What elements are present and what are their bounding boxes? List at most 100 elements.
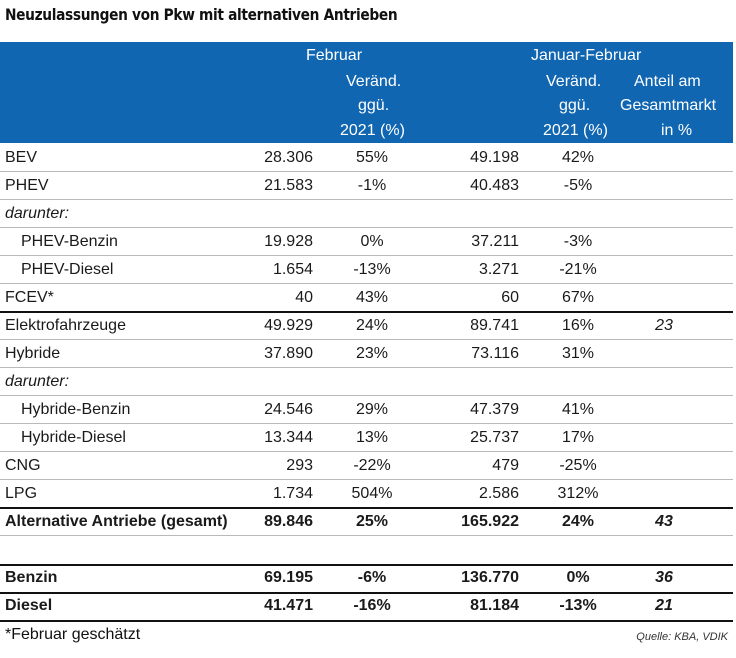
source-note: Quelle: KBA, VDIK [636, 631, 728, 643]
table-row: FCEV* 40 43% 60 67% [0, 284, 733, 312]
row-label: Benzin [5, 569, 58, 586]
header-share-line2: Gesamtmarkt [620, 97, 717, 114]
cell-market-share: 36 [655, 569, 673, 586]
cell-feb-count: 293 [286, 457, 313, 474]
cell-jf-change: 41% [561, 401, 595, 418]
cell-jf-change: 17% [561, 429, 595, 446]
cell-jf-change: 312% [557, 485, 599, 502]
table-row: Diesel 41.471 -16% 81.184 -13% 21 [0, 592, 733, 620]
row-label: Diesel [5, 597, 53, 614]
row-label: darunter: [5, 373, 70, 390]
cell-jf-count: 479 [492, 457, 519, 474]
row-label: Alternative Antriebe (gesamt) [5, 513, 228, 530]
row-divider [0, 423, 733, 424]
row-label: PHEV-Diesel [21, 261, 114, 278]
cell-jf-change: 0% [566, 569, 590, 586]
cell-jf-change: 24% [561, 513, 595, 530]
row-divider [0, 171, 733, 172]
header-feb-change-line1: Veränd. [346, 73, 402, 90]
cell-feb-change: -22% [353, 457, 391, 474]
table-row: Hybride-Diesel 13.344 13% 25.737 17% [0, 424, 733, 452]
cell-jf-change: -21% [559, 261, 597, 278]
header-feb-change-line3: 2021 (%) [340, 122, 405, 139]
table-row: Elektrofahrzeuge 49.929 24% 89.741 16% 23 [0, 312, 733, 340]
cell-jf-change: -25% [559, 457, 597, 474]
header-share-line3: in % [661, 122, 693, 139]
table-row: LPG 1.734 504% 2.586 312% [0, 480, 733, 508]
row-label: FCEV* [5, 289, 54, 306]
cell-feb-change: -13% [353, 261, 391, 278]
table-row: Alternative Antriebe (gesamt) 89.846 25% 16… [0, 508, 733, 536]
cell-feb-change: 23% [355, 345, 389, 362]
table-row: darunter: [0, 368, 733, 396]
row-label: Hybride-Diesel [21, 429, 126, 446]
table-row: CNG 293 -22% 479 -25% [0, 452, 733, 480]
header-share-line1: Anteil am [634, 73, 701, 90]
row-divider [0, 395, 733, 396]
cell-feb-count: 37.890 [264, 345, 313, 362]
page-title: Neuzulassungen von Pkw mit alternativen … [5, 5, 398, 24]
cell-feb-count: 40 [295, 289, 313, 306]
table-row: Hybride-Benzin 24.546 29% 47.379 41% [0, 396, 733, 424]
row-divider [0, 339, 733, 340]
section-divider [0, 620, 733, 622]
cell-feb-count: 41.471 [264, 597, 313, 614]
row-divider [0, 227, 733, 228]
row-label: Hybride [5, 345, 61, 362]
row-divider [0, 451, 733, 452]
cell-jf-change: -5% [563, 177, 593, 194]
table-row: Hybride 37.890 23% 73.116 31% [0, 340, 733, 368]
cell-feb-count: 49.929 [264, 317, 313, 334]
cell-jf-count: 40.483 [470, 177, 519, 194]
cell-feb-count: 89.846 [264, 513, 313, 530]
cell-jf-change: -3% [563, 233, 593, 250]
cell-jf-count: 25.737 [470, 429, 519, 446]
section-divider [0, 507, 733, 509]
header-group-january-february: Januar-Februar [531, 47, 642, 64]
cell-feb-change: 24% [355, 317, 389, 334]
cell-jf-change: 42% [561, 149, 595, 166]
cell-jf-count: 37.211 [471, 233, 519, 250]
cell-market-share: 43 [655, 513, 673, 530]
cell-jf-count: 73.116 [471, 345, 519, 362]
row-label: Elektrofahrzeuge [5, 317, 126, 334]
cell-jf-count: 81.184 [470, 597, 519, 614]
cell-feb-count: 1.734 [272, 485, 313, 502]
table-row: PHEV-Diesel 1.654 -13% 3.271 -21% [0, 256, 733, 284]
cell-jf-change: -13% [559, 597, 597, 614]
footnote: *Februar geschätzt [5, 626, 141, 643]
table-row: Benzin 69.195 -6% 136.770 0% 36 [0, 564, 733, 592]
cell-feb-count: 28.306 [264, 149, 313, 166]
row-divider [0, 367, 733, 368]
row-divider [0, 479, 733, 480]
cell-jf-change: 67% [561, 289, 595, 306]
row-label: Hybride-Benzin [21, 401, 131, 418]
cell-feb-count: 1.654 [272, 261, 313, 278]
cell-feb-change: 55% [355, 149, 389, 166]
row-divider [0, 199, 733, 200]
cell-feb-count: 19.928 [264, 233, 313, 250]
header-jf-change-line3: 2021 (%) [543, 122, 608, 139]
cell-feb-change: -6% [357, 569, 387, 586]
table-row: PHEV 21.583 -1% 40.483 -5% [0, 172, 733, 200]
row-divider [0, 255, 733, 256]
cell-jf-count: 3.271 [478, 261, 519, 278]
cell-feb-change: 504% [351, 485, 393, 502]
cell-market-share: 21 [655, 597, 673, 614]
row-label: PHEV [5, 177, 49, 194]
header-jf-change-line2: ggü. [559, 97, 591, 114]
table-header: Februar Januar-Februar Veränd. ggü. 2021… [0, 42, 733, 143]
cell-feb-change: 25% [355, 513, 389, 530]
row-label: LPG [5, 485, 38, 502]
cell-feb-count: 24.546 [264, 401, 313, 418]
cell-feb-count: 69.195 [264, 569, 313, 586]
header-feb-change-line2: ggü. [358, 97, 390, 114]
cell-jf-count: 47.379 [470, 401, 519, 418]
section-divider [0, 311, 733, 313]
section-divider [0, 564, 733, 566]
cell-feb-change: 13% [355, 429, 389, 446]
cell-feb-change: 0% [360, 233, 384, 250]
cell-jf-change: 16% [561, 317, 595, 334]
cell-jf-count: 89.741 [470, 317, 519, 334]
row-label: BEV [5, 149, 38, 166]
